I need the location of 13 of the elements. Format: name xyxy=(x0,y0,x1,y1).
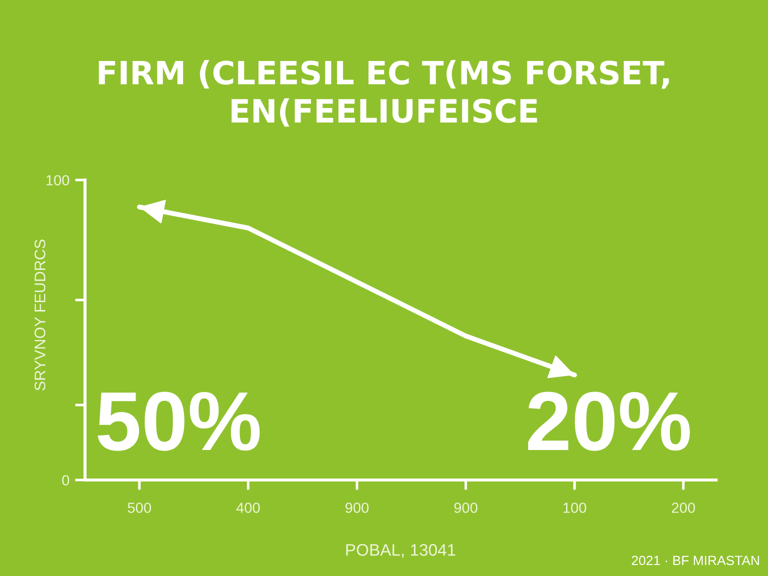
x-tick-label: 100 xyxy=(564,502,586,513)
x-tick-label: 200 xyxy=(672,502,695,513)
text: 2021 · BF MIRASTAN xyxy=(632,556,759,566)
annotation: 20% xyxy=(528,392,690,451)
y-axis-title: SRYVNOY FEUDRCS xyxy=(34,240,46,390)
x-tick-label: 900 xyxy=(346,502,369,513)
annotation: 50% xyxy=(98,392,260,451)
chart-title: FIRM (CLEESIL EC T(MS FORSET, EN(FEELIUFEISCE xyxy=(98,60,669,127)
x-axis-title: POBAL, 13041 xyxy=(346,544,456,558)
x-tick-label: 400 xyxy=(236,502,260,513)
x-tick-label: 500 xyxy=(128,502,151,513)
y-tick-label: 0 xyxy=(62,475,70,486)
x-tick-label: 900 xyxy=(454,502,478,513)
